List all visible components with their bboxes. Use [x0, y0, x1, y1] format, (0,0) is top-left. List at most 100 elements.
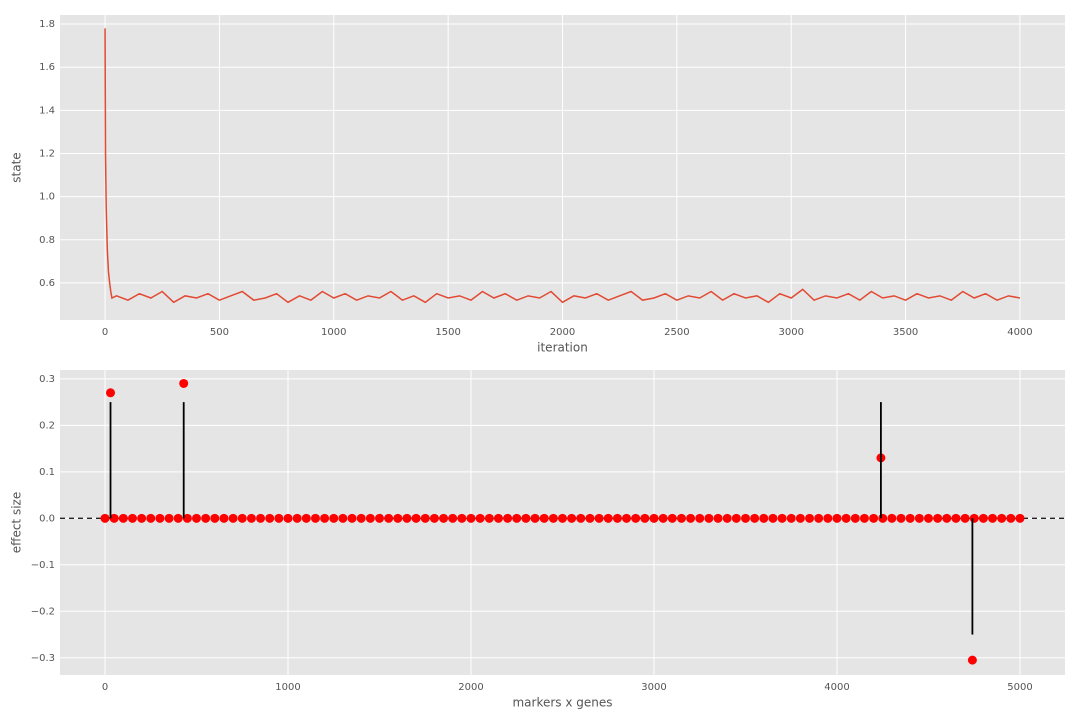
point: [594, 513, 604, 523]
x-tick-label: 1000: [275, 682, 300, 693]
point: [951, 513, 961, 523]
point: [777, 513, 787, 523]
point: [448, 513, 458, 523]
x-tick-label: 500: [210, 327, 229, 338]
point: [786, 513, 796, 523]
point: [365, 513, 375, 523]
point: [539, 513, 549, 523]
point: [859, 513, 869, 523]
y-tick-label: 0.8: [39, 235, 55, 246]
point: [942, 513, 952, 523]
point: [576, 513, 586, 523]
point: [823, 513, 833, 523]
x-axis-label: iteration: [537, 341, 588, 355]
point: [210, 513, 220, 523]
x-tick-label: 2000: [458, 682, 483, 693]
point: [768, 513, 778, 523]
point: [612, 513, 622, 523]
point: [173, 513, 183, 523]
x-tick-label: 0: [102, 327, 108, 338]
point: [429, 513, 439, 523]
y-axis-label: effect size: [10, 492, 24, 553]
point: [512, 513, 522, 523]
point: [978, 513, 988, 523]
point: [805, 513, 815, 523]
point: [137, 513, 147, 523]
y-tick-label: 0.1: [39, 467, 55, 478]
point: [960, 513, 970, 523]
y-tick-label: −0.2: [31, 606, 55, 617]
point: [923, 513, 933, 523]
x-tick-label: 5000: [1007, 682, 1032, 693]
point: [182, 513, 192, 523]
point: [393, 513, 403, 523]
y-tick-label: 0.0: [39, 513, 55, 524]
point: [237, 513, 247, 523]
point: [704, 513, 714, 523]
point: [722, 513, 732, 523]
point: [988, 513, 998, 523]
point: [759, 513, 769, 523]
x-tick-label: 3500: [893, 327, 918, 338]
point: [521, 513, 531, 523]
point: [997, 513, 1007, 523]
point: [713, 513, 723, 523]
x-tick-label: 3000: [778, 327, 803, 338]
x-tick-label: 1000: [321, 327, 346, 338]
point: [106, 388, 116, 398]
point: [384, 513, 394, 523]
point: [320, 513, 330, 523]
x-tick-label: 1500: [435, 327, 460, 338]
x-axis-label: markers x genes: [512, 696, 612, 710]
point: [228, 513, 238, 523]
point: [567, 513, 577, 523]
point: [676, 513, 686, 523]
y-tick-label: 0.3: [39, 374, 55, 385]
point: [475, 513, 485, 523]
point: [155, 513, 165, 523]
point: [905, 513, 915, 523]
point: [558, 513, 567, 523]
point: [750, 513, 760, 523]
point: [219, 513, 229, 523]
point: [356, 513, 366, 523]
point: [649, 513, 659, 523]
point: [118, 513, 128, 523]
y-tick-label: 0.6: [39, 278, 55, 289]
point: [179, 378, 189, 388]
point: [1015, 513, 1025, 523]
point: [530, 513, 540, 523]
point: [256, 513, 266, 523]
point: [622, 513, 632, 523]
y-tick-label: 0.2: [39, 420, 55, 431]
point: [896, 513, 906, 523]
point: [274, 513, 284, 523]
point: [164, 513, 174, 523]
point: [439, 513, 449, 523]
x-tick-label: 2500: [664, 327, 689, 338]
point: [484, 513, 494, 523]
line: [104, 28, 1021, 304]
point: [667, 513, 677, 523]
point: [658, 513, 668, 523]
y-tick-label: 1.2: [39, 148, 55, 159]
point: [969, 513, 979, 523]
x-tick-label: 4000: [824, 682, 849, 693]
point: [347, 513, 357, 523]
point: [967, 655, 977, 665]
point: [548, 513, 558, 523]
point: [192, 513, 202, 523]
point: [466, 513, 476, 523]
point: [1006, 513, 1016, 523]
y-tick-label: −0.1: [31, 560, 55, 571]
point: [265, 513, 275, 523]
point: [127, 513, 137, 523]
point: [109, 513, 119, 523]
y-tick-label: 1.4: [39, 105, 55, 116]
point: [695, 513, 705, 523]
point: [420, 513, 430, 523]
point: [933, 513, 943, 523]
x-tick-label: 3000: [641, 682, 666, 693]
point: [201, 513, 211, 523]
y-tick-label: 1.6: [39, 62, 55, 73]
